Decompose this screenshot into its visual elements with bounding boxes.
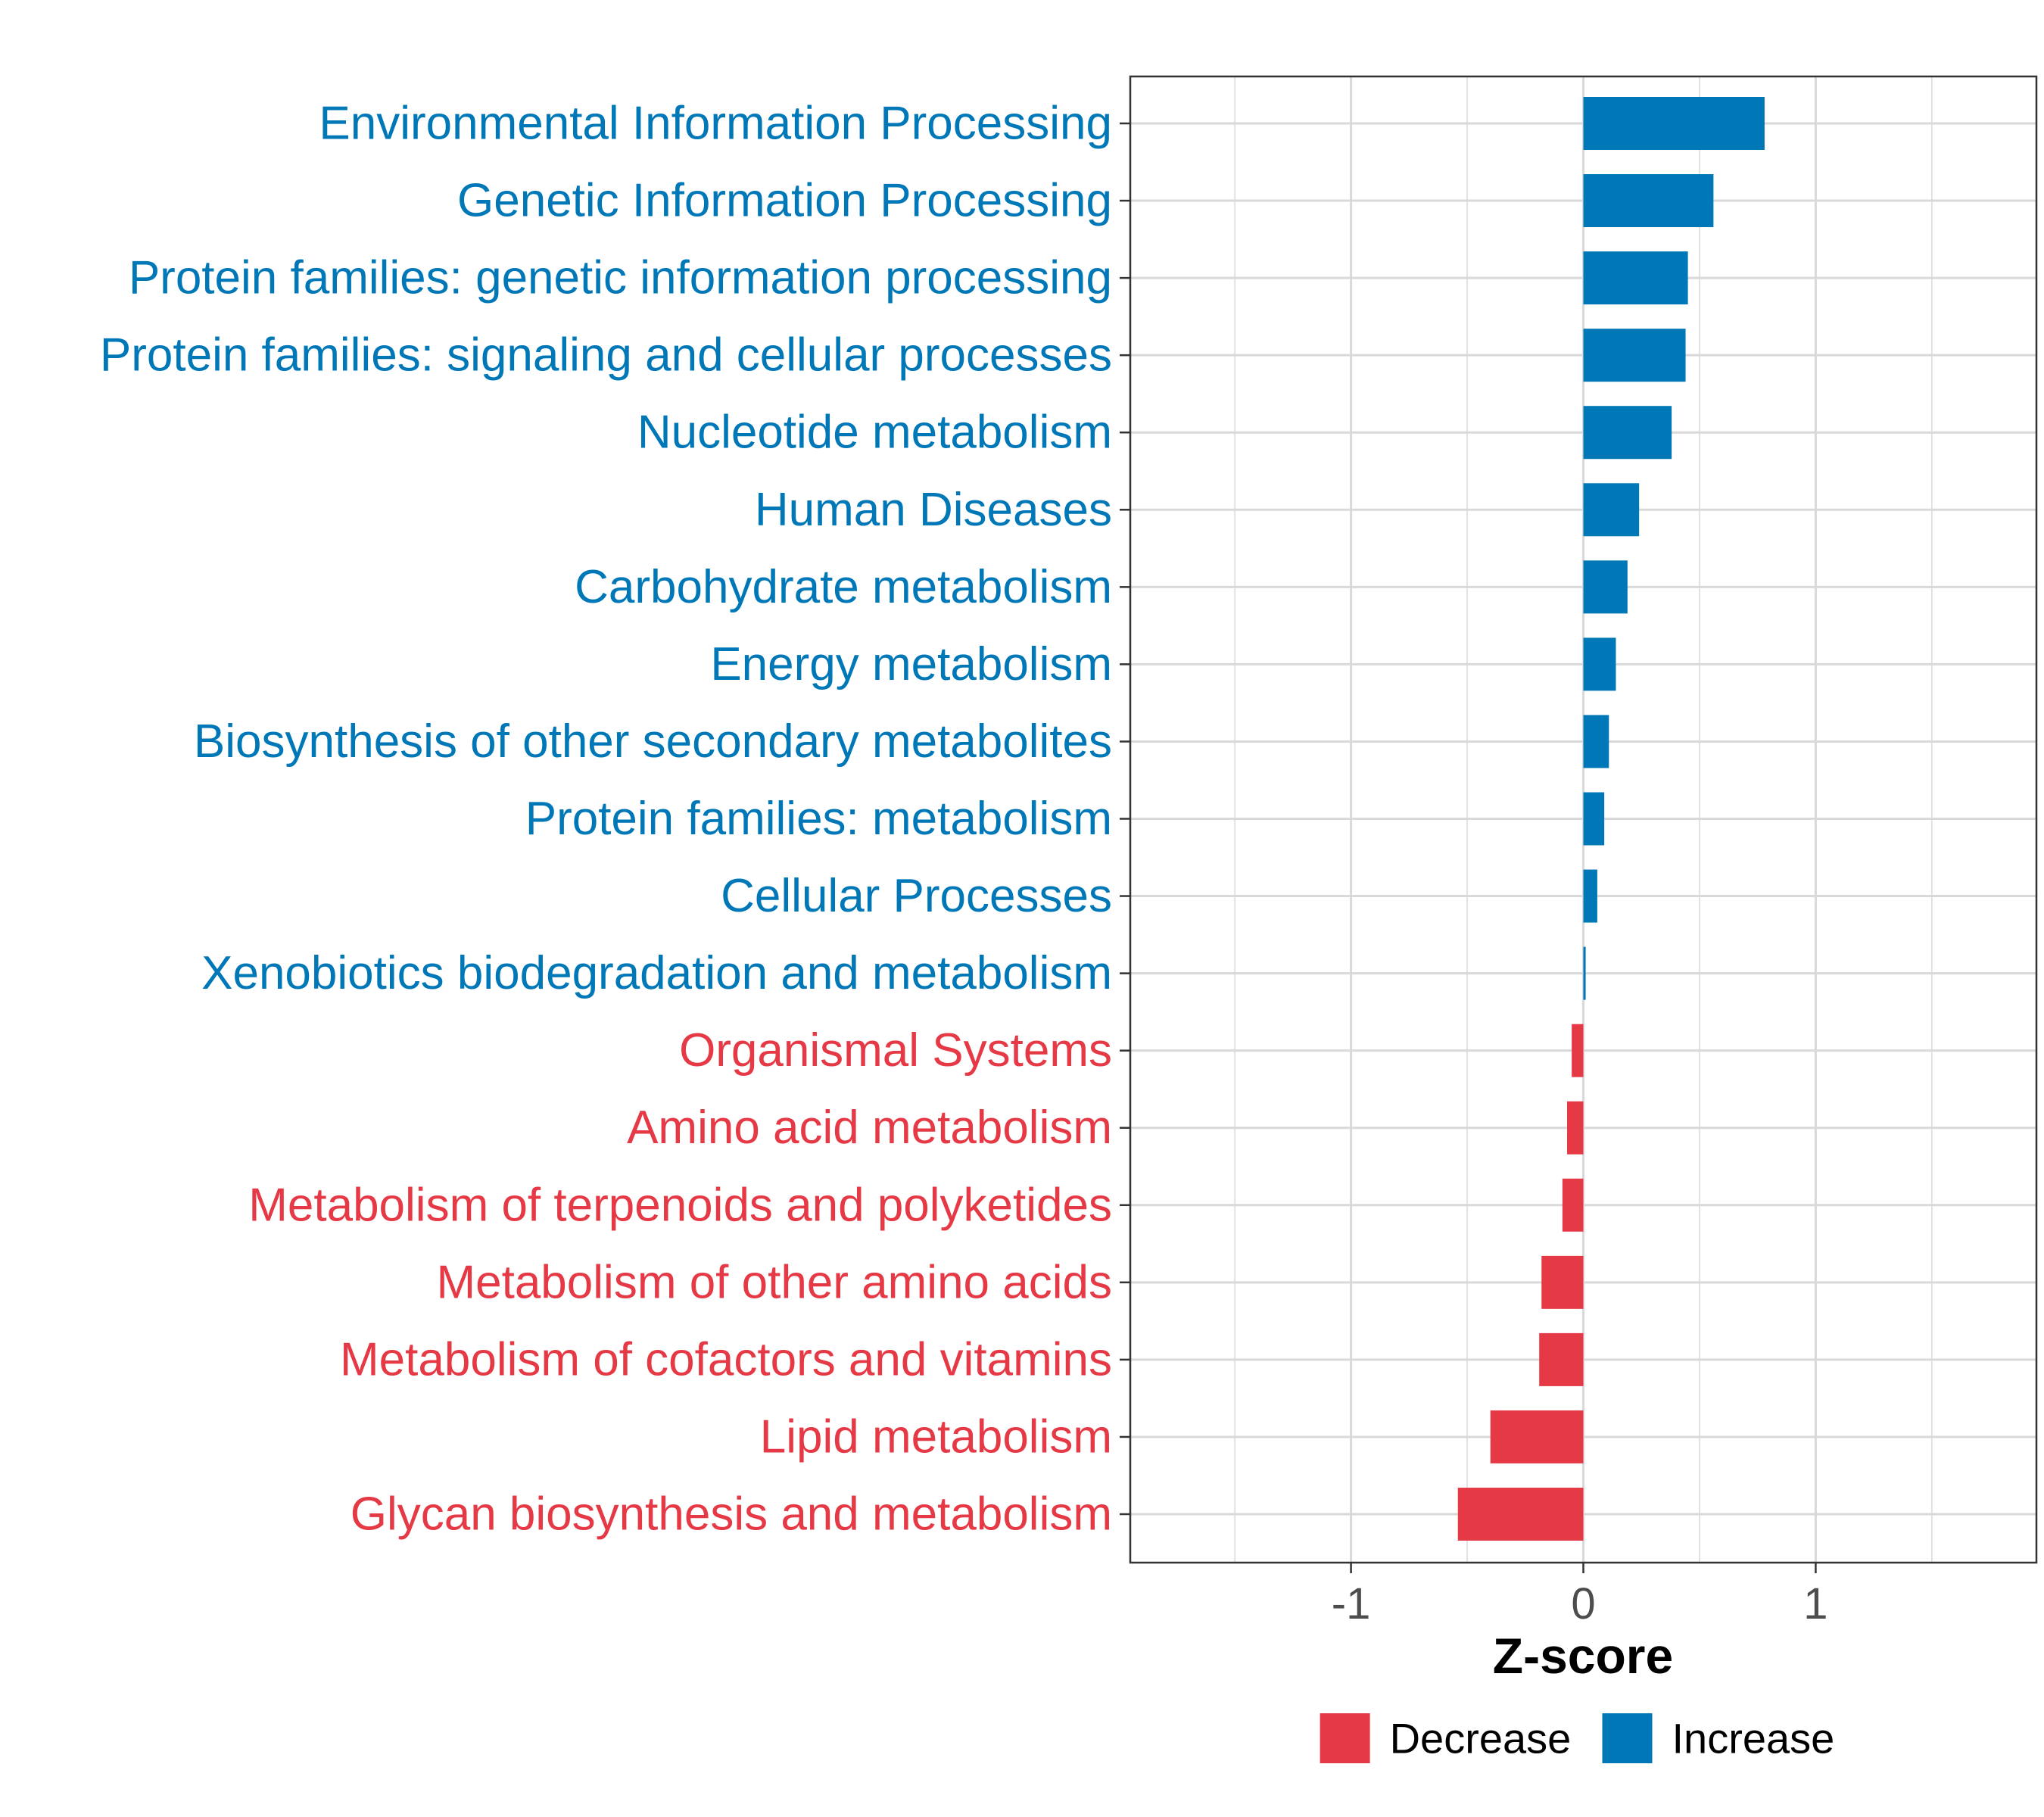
bar	[1572, 1024, 1584, 1077]
y-tick-label: Xenobiotics biodegradation and metabolis…	[201, 947, 1112, 999]
x-tick-label: 1	[1803, 1579, 1827, 1628]
y-tick-label: Biosynthesis of other secondary metaboli…	[194, 715, 1112, 768]
x-tick-label: 0	[1571, 1579, 1595, 1628]
y-tick-label: Metabolism of cofactors and vitamins	[340, 1333, 1112, 1385]
y-tick-label: Genetic Information Processing	[457, 175, 1112, 227]
bar	[1583, 560, 1628, 614]
y-tick-label: Metabolism of other amino acids	[436, 1256, 1112, 1308]
bar	[1541, 1255, 1584, 1309]
y-tick-label: Environmental Information Processing	[319, 98, 1112, 150]
y-tick-label: Amino acid metabolism	[627, 1102, 1112, 1154]
y-tick-label: Glycan biosynthesis and metabolism	[351, 1488, 1112, 1541]
bars	[1457, 97, 1765, 1541]
bar	[1583, 792, 1605, 846]
bar	[1583, 406, 1672, 460]
legend: Decrease Increase	[1320, 1713, 1835, 1763]
y-tick-label: Protein families: genetic information pr…	[129, 252, 1112, 304]
bar	[1457, 1488, 1584, 1541]
y-axis-ticks: Environmental Information Processing Gene…	[100, 98, 1130, 1541]
bar	[1490, 1410, 1584, 1463]
bar	[1583, 329, 1686, 382]
y-tick-label: Metabolism of terpenoids and polyketides	[248, 1179, 1112, 1231]
bar	[1583, 483, 1640, 537]
y-tick-label: Lipid metabolism	[760, 1410, 1112, 1463]
legend-label: Increase	[1672, 1715, 1835, 1762]
x-tick-label: -1	[1332, 1579, 1371, 1628]
y-tick-label: Energy metabolism	[710, 638, 1112, 690]
bar	[1583, 174, 1714, 228]
y-tick-label: Protein families: signaling and cellular…	[100, 329, 1112, 382]
x-axis-ticks: -1 0 1	[1332, 1563, 1828, 1628]
bar	[1562, 1178, 1584, 1232]
legend-label: Decrease	[1390, 1715, 1572, 1762]
y-tick-label: Protein families: metabolism	[525, 793, 1112, 845]
bar	[1539, 1332, 1584, 1386]
y-tick-label: Organismal Systems	[679, 1024, 1112, 1077]
y-tick-label: Nucleotide metabolism	[637, 407, 1112, 459]
bar	[1583, 946, 1586, 1000]
bar	[1583, 97, 1765, 150]
bar	[1583, 637, 1616, 691]
y-tick-label: Cellular Processes	[721, 870, 1112, 922]
bar	[1583, 251, 1688, 305]
bar	[1567, 1101, 1584, 1155]
bar	[1583, 715, 1609, 768]
y-tick-label: Carbohydrate metabolism	[575, 561, 1112, 613]
legend-swatch	[1602, 1713, 1653, 1763]
legend-swatch	[1320, 1713, 1370, 1763]
y-tick-label: Human Diseases	[755, 484, 1112, 536]
bar	[1583, 869, 1597, 923]
x-axis-title: Z-score	[1493, 1628, 1673, 1684]
